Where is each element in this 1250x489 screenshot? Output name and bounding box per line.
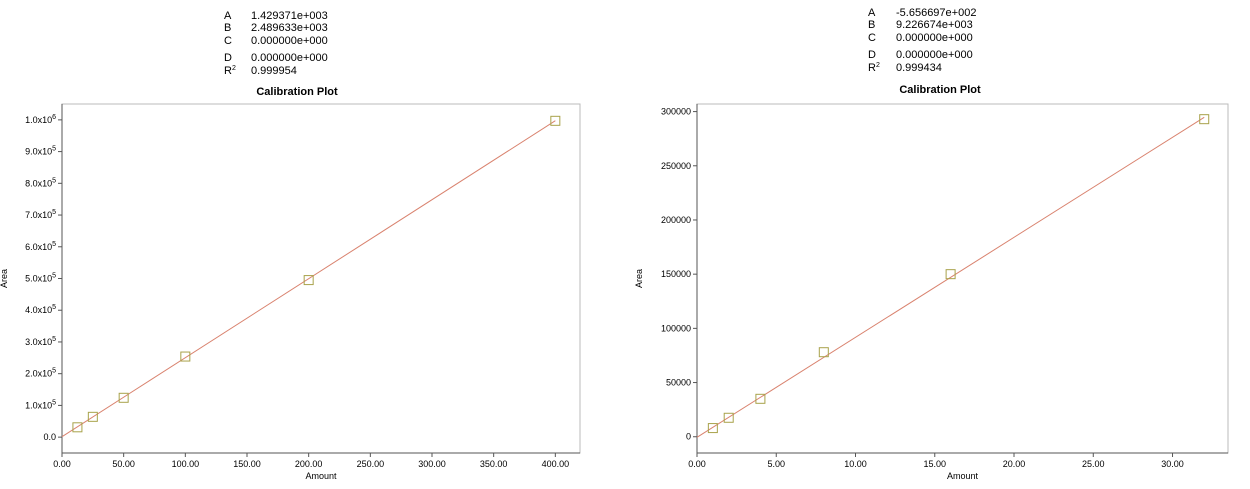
coefficient-value-r: 0.999434 xyxy=(896,62,942,74)
coefficient-value-d: 0.000000e+000 xyxy=(251,52,328,64)
coefficient-name-b: B xyxy=(224,22,231,34)
fit-line xyxy=(61,120,556,438)
y-tick-label: 250000 xyxy=(661,161,691,171)
data-point xyxy=(550,115,561,126)
y-axis-label: Area xyxy=(634,269,644,288)
x-axis-label: Amount xyxy=(305,471,337,481)
chart-2: A -5.656697e+002 B 9.226674e+003 C 0.000000e+… xyxy=(634,7,1229,481)
y-tick-label: 0 xyxy=(686,432,691,442)
x-tick-label: 10.00 xyxy=(844,459,867,469)
fit-line xyxy=(696,116,1205,438)
coefficient-value-a: 1.429371e+003 xyxy=(251,10,328,22)
data-point xyxy=(707,423,718,434)
x-tick-label: 5.00 xyxy=(767,459,785,469)
coefficient-name-d: D xyxy=(868,49,876,61)
data-point xyxy=(303,275,314,286)
coefficient-name-a: A xyxy=(868,7,876,19)
x-tick-label: 0.00 xyxy=(53,459,71,469)
y-axis-label: Area xyxy=(0,269,9,288)
chart-title: Calibration Plot xyxy=(899,84,981,96)
data-point xyxy=(945,269,956,280)
coefficient-name-a: A xyxy=(224,10,232,22)
data-point xyxy=(755,393,766,404)
data-point xyxy=(72,422,83,433)
coefficient-value-c: 0.000000e+000 xyxy=(896,32,973,44)
x-tick-label: 15.00 xyxy=(923,459,946,469)
y-tick-label: 8.0x105 xyxy=(25,177,56,188)
plot-frame xyxy=(696,103,1229,454)
plot-frame xyxy=(61,103,581,454)
coefficient-value-c: 0.000000e+000 xyxy=(251,35,328,47)
y-tick-label: 150000 xyxy=(661,269,691,279)
x-tick-label: 400.00 xyxy=(542,459,570,469)
data-point xyxy=(180,351,191,362)
coefficient-value-r: 0.999954 xyxy=(251,65,297,77)
y-tick-label: 1.0x106 xyxy=(25,114,56,125)
x-tick-label: 350.00 xyxy=(480,459,508,469)
x-tick-label: 20.00 xyxy=(1003,459,1026,469)
coefficient-name-c: C xyxy=(868,32,876,44)
coefficient-value-a: -5.656697e+002 xyxy=(896,7,976,19)
x-tick-label: 100.00 xyxy=(172,459,200,469)
y-tick-label: 4.0x105 xyxy=(25,304,56,315)
data-point xyxy=(818,347,829,358)
coefficient-value-b: 9.226674e+003 xyxy=(896,19,973,31)
chart-1: A 1.429371e+003 B 2.489633e+003 C 0.000000e+0… xyxy=(0,10,581,481)
coefficient-name-b: B xyxy=(868,19,875,31)
y-tick-label: 3.0x105 xyxy=(25,336,56,347)
x-tick-label: 50.00 xyxy=(112,459,135,469)
x-tick-label: 150.00 xyxy=(233,459,261,469)
y-tick-label: 50000 xyxy=(666,378,691,388)
coefficient-name-c: C xyxy=(224,35,232,47)
coefficient-name-r: R2 xyxy=(868,62,880,74)
y-tick-label: 1.0x105 xyxy=(25,399,56,410)
data-point xyxy=(723,412,734,423)
x-tick-label: 30.00 xyxy=(1161,459,1184,469)
coefficient-value-b: 2.489633e+003 xyxy=(251,22,328,34)
y-tick-label: 0.0 xyxy=(43,432,56,442)
coefficient-value-d: 0.000000e+000 xyxy=(896,49,973,61)
y-tick-label: 300000 xyxy=(661,107,691,117)
y-tick-label: 6.0x105 xyxy=(25,241,56,252)
y-tick-label: 200000 xyxy=(661,215,691,225)
y-tick-label: 2.0x105 xyxy=(25,368,56,379)
y-tick-label: 100000 xyxy=(661,323,691,333)
chart-title: Calibration Plot xyxy=(256,86,338,98)
data-point xyxy=(118,392,129,403)
x-tick-label: 250.00 xyxy=(357,459,385,469)
x-tick-label: 25.00 xyxy=(1082,459,1105,469)
y-tick-label: 7.0x105 xyxy=(25,209,56,220)
data-point xyxy=(87,411,98,422)
data-point xyxy=(1199,114,1210,125)
coefficient-name-r: R2 xyxy=(224,65,236,77)
coefficient-name-d: D xyxy=(224,52,232,64)
x-tick-label: 300.00 xyxy=(418,459,446,469)
x-tick-label: 0.00 xyxy=(688,459,706,469)
y-tick-label: 5.0x105 xyxy=(25,273,56,284)
y-tick-label: 9.0x105 xyxy=(25,146,56,157)
x-tick-label: 200.00 xyxy=(295,459,323,469)
x-axis-label: Amount xyxy=(947,471,979,481)
